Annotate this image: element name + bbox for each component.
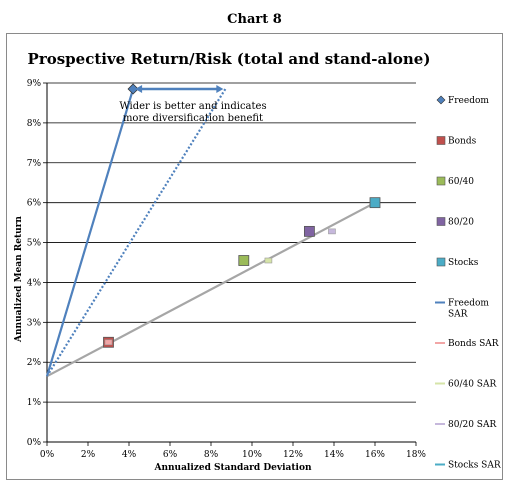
- data-point-8: [328, 228, 336, 235]
- legend: Freedom Bonds 60/40 80/20 Stocks Freedom SAR Bo…: [435, 95, 501, 471]
- axis-layer: 0% 1% 2% 3% 4% 5% 6% 7% 8% 9% 0% 2% 4% 6% 8% 10% 12% 14% 1…: [27, 79, 427, 460]
- total-frontier-line: [46, 88, 227, 377]
- chart-svg: Prospective Return/Risk (total and stand…: [14, 50, 501, 473]
- x-tick-label: 14%: [324, 450, 344, 460]
- y-tick-label: 8%: [27, 119, 42, 129]
- markers-layer: [103, 83, 381, 348]
- chart-frame: Prospective Return/Risk (total and stand…: [6, 33, 503, 480]
- annotation-arrowhead-left: [135, 84, 143, 93]
- annotation-text: Wider is better and indicates: [119, 101, 266, 112]
- x-tick-label: 18%: [406, 450, 426, 460]
- x-tick-label: 6%: [163, 450, 178, 460]
- legend-swatch: [436, 217, 446, 226]
- legend-swatch: [436, 257, 446, 267]
- legend-label: Stocks: [448, 258, 479, 268]
- x-tick-label: 4%: [122, 450, 137, 460]
- legend-label: 80/20 SAR: [448, 420, 496, 430]
- legend-swatch: [436, 136, 446, 145]
- data-point-3: [303, 225, 315, 237]
- legend-label: Stocks SAR: [448, 461, 501, 471]
- legend-label: Freedom SAR: [448, 299, 489, 320]
- data-point-4: [369, 197, 381, 209]
- x-tick-label: 12%: [283, 450, 303, 460]
- y-tick-label: 1%: [27, 398, 42, 408]
- data-point-7: [264, 257, 273, 264]
- legend-label: 60/40 SAR: [448, 380, 496, 390]
- annotation-text: more diversification benefit: [123, 113, 263, 124]
- legend-label: 80/20: [448, 218, 474, 228]
- x-tick-label: 16%: [365, 450, 385, 460]
- data-point-2: [238, 255, 250, 266]
- x-tick-label: 2%: [81, 450, 96, 460]
- chart-title: Prospective Return/Risk (total and stand…: [28, 50, 431, 68]
- y-tick-label: 4%: [27, 278, 42, 288]
- y-tick-label: 9%: [27, 79, 42, 89]
- legend-swatch: [436, 95, 446, 105]
- y-tick-label: 3%: [27, 318, 42, 328]
- legend-label: Freedom: [448, 96, 489, 106]
- annotation-arrowhead-right: [216, 84, 224, 93]
- x-axis-title: Annualized Standard Deviation: [153, 463, 311, 473]
- legend-swatch: [436, 176, 446, 186]
- page-title: Chart 8: [227, 12, 282, 27]
- grid-layer: [47, 82, 416, 403]
- y-tick-label: 7%: [27, 159, 42, 169]
- y-tick-label: 0%: [27, 438, 42, 448]
- data-point-6: [104, 339, 113, 346]
- stand-alone-line: [46, 201, 376, 378]
- series-line-5: [45, 88, 135, 377]
- legend-label: Bonds SAR: [448, 339, 499, 349]
- y-tick-label: 2%: [27, 358, 42, 368]
- data-point-0: [127, 83, 139, 95]
- x-tick-label: 8%: [204, 450, 219, 460]
- y-tick-label: 5%: [27, 239, 42, 249]
- lines-layer: [45, 88, 376, 378]
- x-tick-label: 10%: [242, 450, 262, 460]
- legend-label: 60/40: [448, 177, 474, 187]
- legend-label: Bonds: [448, 137, 477, 147]
- y-axis-title: Annualized Mean Return: [14, 216, 24, 343]
- y-tick-label: 6%: [27, 199, 42, 209]
- x-tick-label: 0%: [40, 450, 55, 460]
